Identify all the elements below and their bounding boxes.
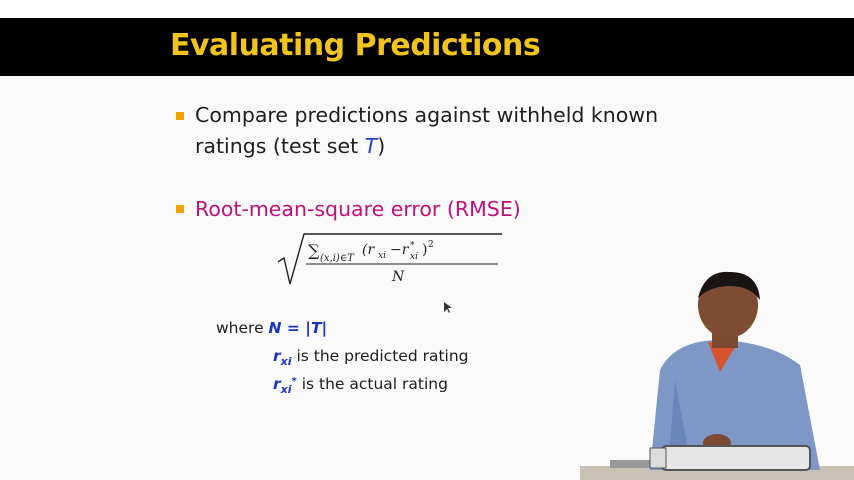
- bullet-2-text: Root-mean-square error (RMSE): [195, 197, 521, 221]
- svg-text:N: N: [391, 269, 405, 285]
- test-set-variable: T: [364, 134, 378, 158]
- svg-text:xi: xi: [410, 252, 418, 262]
- svg-text:(r: (r: [362, 242, 375, 258]
- svg-text:(x,i)∈T: (x,i)∈T: [320, 253, 355, 264]
- bullet-marker-1: [176, 112, 184, 120]
- mouse-pointer-icon: [444, 302, 452, 313]
- rxi-description: is the predicted rating: [291, 347, 469, 365]
- rxi-star-superscript: *: [291, 376, 297, 387]
- rxi-symbol: r: [273, 347, 281, 365]
- svg-text:∑: ∑: [308, 241, 320, 260]
- title-bar: [0, 18, 854, 76]
- rxi-line: rxi is the predicted rating: [273, 347, 469, 368]
- slide-title: Evaluating Predictions: [170, 28, 541, 63]
- rxi-star-line: rxi* is the actual rating: [273, 375, 448, 396]
- rxi-star-symbol: r: [273, 375, 281, 393]
- bullet-1-line-2: ratings (test set T): [195, 131, 385, 161]
- where-line: where N = |T|: [216, 319, 327, 337]
- n-definition: N = |T|: [268, 319, 328, 337]
- rxi-star-description: is the actual rating: [296, 375, 448, 393]
- bullet-marker-2: [176, 205, 184, 213]
- bullet-1-line-2-pre: ratings (test set: [195, 134, 365, 158]
- svg-text:*: *: [410, 241, 415, 251]
- svg-text:): ): [422, 242, 427, 258]
- rmse-formula: ∑ (x,i)∈T (r xi −r * xi ) 2 N: [277, 233, 502, 285]
- svg-text:xi: xi: [378, 251, 386, 261]
- top-strip: [0, 0, 854, 18]
- bullet-1-line-1: Compare predictions against withheld kno…: [195, 103, 659, 127]
- where-label: where: [216, 319, 269, 337]
- rxi-subscript: xi: [280, 355, 292, 368]
- bullet-1-line-2-post: ): [377, 134, 386, 158]
- rxi-star-subscript: xi: [280, 383, 292, 396]
- svg-text:2: 2: [428, 240, 434, 250]
- presenter-video: [580, 271, 854, 480]
- svg-text:−r: −r: [390, 242, 410, 258]
